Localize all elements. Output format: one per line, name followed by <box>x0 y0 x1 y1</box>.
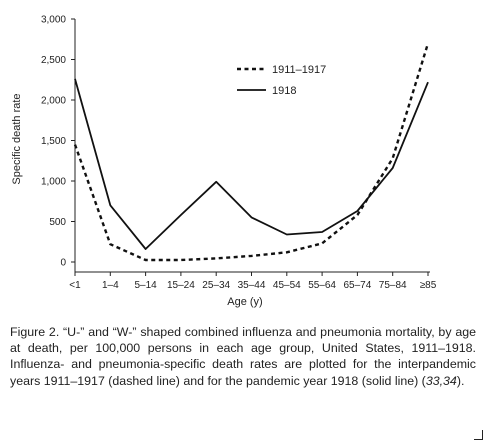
legend-label: 1918 <box>272 85 296 97</box>
series-line-interpandemic <box>73 42 430 262</box>
x-axis-title: Age (y) <box>227 296 262 308</box>
series-line-pandemic <box>74 78 429 250</box>
y-tick-label: 1,500 <box>41 136 66 147</box>
legend: 1911–1917 1918 <box>237 64 326 97</box>
figure-caption: Figure 2. “U-” and “W-” shaped combined … <box>10 324 476 389</box>
x-tick-label: 5–14 <box>134 280 157 291</box>
y-tick-label: 2,500 <box>41 55 66 66</box>
y-tick-label: 1,000 <box>41 177 66 188</box>
x-tick-label: 15–24 <box>167 280 195 291</box>
y-tick-label: 0 <box>60 258 66 269</box>
caption-references: 33,34 <box>425 373 457 388</box>
y-tick-label: 500 <box>49 217 66 228</box>
x-tick-labels: <1 1–4 5–14 15–24 25–34 35–44 45–54 55–64 65–74 7… <box>69 272 437 291</box>
x-tick-label: 25–34 <box>202 280 230 291</box>
x-tick-label: ≥85 <box>420 280 437 291</box>
caption-text: Figure 2. “U-” and “W-” shaped combined … <box>10 325 476 388</box>
y-axis-title: Specific death rate <box>11 93 23 184</box>
x-tick-label: 65–74 <box>343 280 371 291</box>
x-tick-label: 55–64 <box>308 280 336 291</box>
x-tick-label: 75–84 <box>379 280 407 291</box>
series-lines <box>73 42 430 262</box>
y-tick-label: 2,000 <box>41 96 66 107</box>
legend-label: 1911–1917 <box>272 64 326 76</box>
line-chart: 0 500 1,000 1,500 2,000 2,500 3,000 <1 1–4 5–14 1… <box>11 15 437 309</box>
x-tick-label: 45–54 <box>273 280 301 291</box>
y-tick-labels: 0 500 1,000 1,500 2,000 2,500 3,000 <box>41 15 75 269</box>
corner-crop-mark <box>474 430 483 440</box>
caption-end: ). <box>456 373 465 388</box>
x-tick-label: 35–44 <box>238 280 266 291</box>
x-tick-label: 1–4 <box>102 280 119 291</box>
y-tick-label: 3,000 <box>41 15 66 26</box>
x-tick-label: <1 <box>69 280 81 291</box>
chart-axes <box>74 19 430 273</box>
